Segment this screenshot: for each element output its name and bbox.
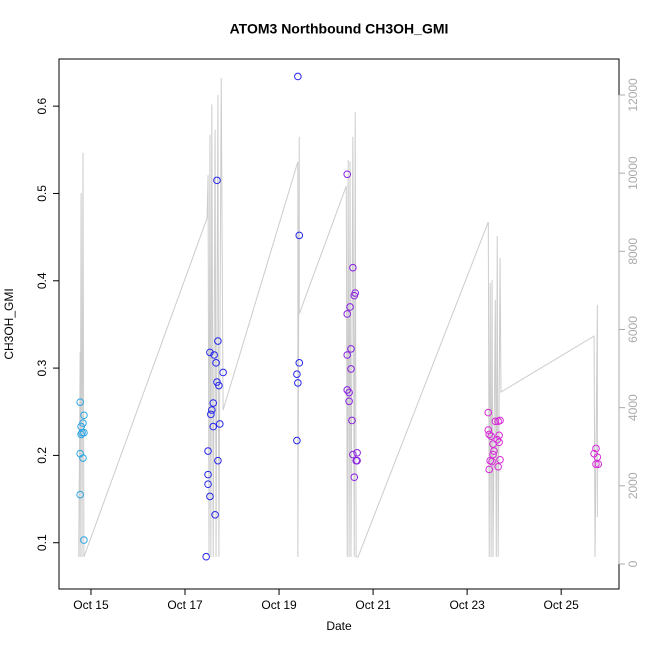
point [593,453,602,461]
point [219,368,227,377]
point [295,231,304,240]
point [214,337,222,345]
point [204,447,212,455]
y2-tick-label: 8000 [626,238,640,265]
y2-tick-label: 4000 [626,394,640,421]
point [488,457,496,466]
point [202,552,210,561]
point [212,359,220,367]
point [347,345,355,353]
y-axis-label: CH3OH_GMI [2,288,16,359]
point [592,444,600,453]
point [496,455,504,464]
point [294,72,302,81]
point [211,510,219,519]
point [494,462,502,471]
point [343,310,352,318]
y2-tick-label: 12000 [626,78,640,112]
y2-tick-label: 10000 [626,156,640,190]
point [293,370,301,379]
point [79,419,87,427]
plot-frame [58,58,620,590]
point [80,536,88,544]
point [76,398,84,406]
point [485,465,494,474]
x-tick-label: Oct 19 [261,598,297,612]
point [213,176,221,185]
x-tick-label: Oct 15 [73,598,109,612]
point [209,422,218,431]
point [208,406,216,414]
y-tick-label: 0.1 [35,534,49,551]
point [204,480,212,489]
x-tick-label: Oct 21 [355,598,391,612]
x-axis-label: Date [326,619,352,633]
point [80,411,88,420]
point [490,447,498,455]
y2-tick-label: 0 [626,560,640,567]
point [343,170,352,179]
point [214,456,222,465]
point [345,397,353,406]
point [353,456,361,465]
point [489,450,497,459]
point [215,381,223,390]
point [209,399,218,407]
point [491,417,500,426]
point [496,416,504,425]
point [294,379,302,387]
point [293,436,301,445]
point [216,420,224,428]
point [353,448,361,457]
y-tick-label: 0.6 [35,97,49,114]
point [210,351,218,359]
y2-tick-label: 2000 [626,472,640,499]
point [349,263,357,272]
point [207,410,215,419]
point [487,432,495,440]
point [295,359,304,367]
point [594,460,603,468]
point [592,460,600,468]
point [347,365,355,373]
y-tick-label: 0.5 [35,185,49,202]
y-tick-label: 0.4 [35,272,49,289]
y2-tick-label: 6000 [626,316,640,343]
point [349,450,357,459]
point [484,408,493,417]
point [204,470,212,479]
point [345,388,353,397]
x-tick-label: Oct 23 [449,598,485,612]
point [495,438,503,447]
point [80,428,88,437]
chart-title: ATOM3 Northbound CH3OH_GMI [230,21,449,37]
point [346,303,354,311]
point [348,416,356,425]
x-tick-label: Oct 25 [543,598,579,612]
y-tick-label: 0.2 [35,447,49,464]
point [79,454,87,462]
y-tick-label: 0.3 [35,359,49,376]
point [206,348,214,357]
point [76,490,84,499]
point [206,492,214,501]
point [484,426,493,434]
point [350,473,359,482]
point [351,289,360,297]
altitude-line [78,78,598,558]
point [343,351,352,359]
point [485,430,494,439]
x-tick-label: Oct 17 [167,598,203,612]
